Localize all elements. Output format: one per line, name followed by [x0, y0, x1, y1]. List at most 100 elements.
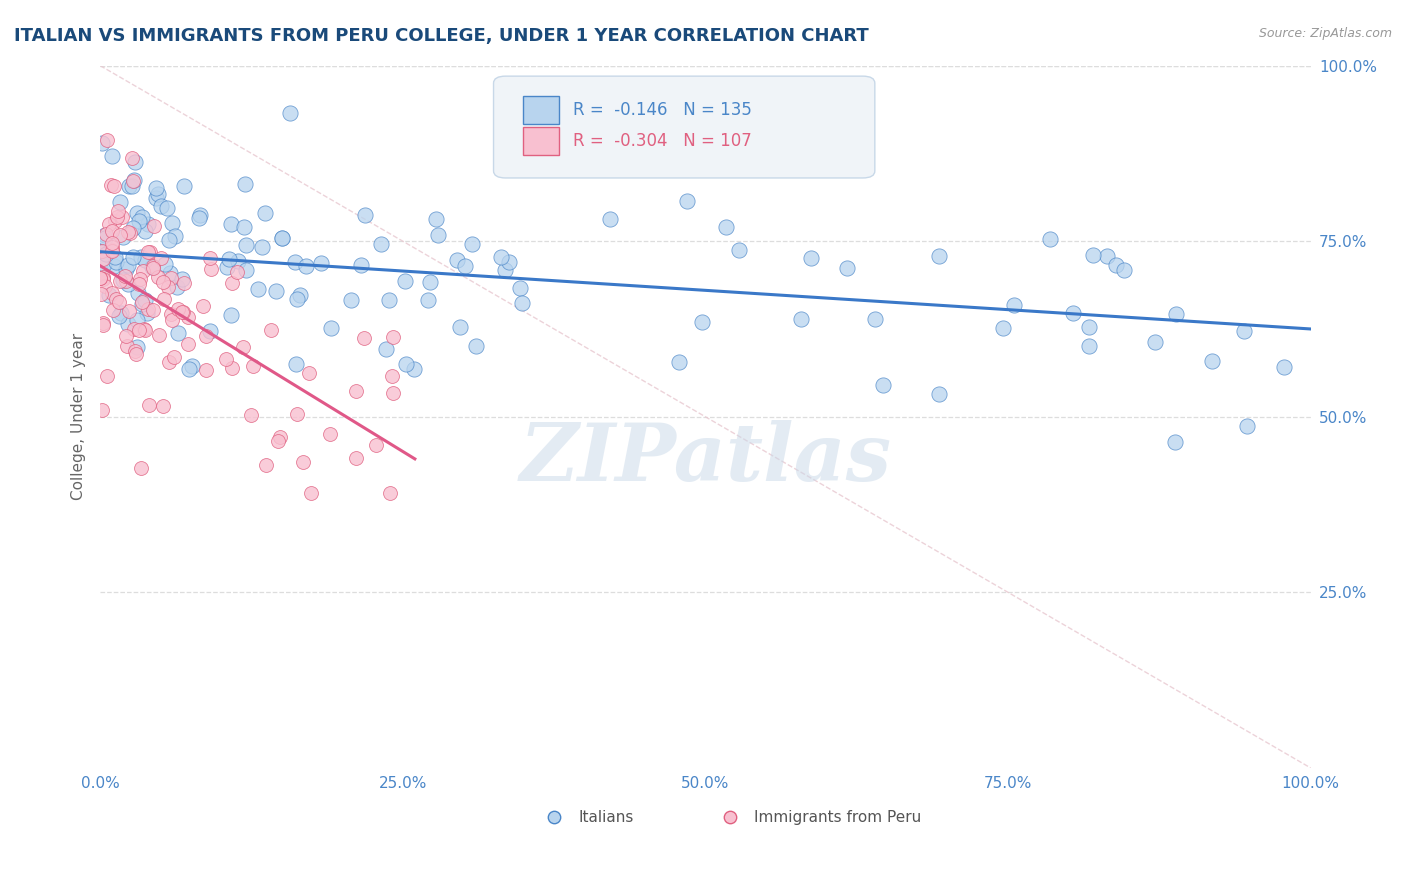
Point [285, 407, 308, 421]
Point [270, 231, 292, 245]
Text: ZIPatlas: ZIPatlas [519, 420, 891, 498]
Point [127, 286, 149, 301]
Point [100, 286, 122, 301]
Point [146, 186, 169, 201]
Point [285, 292, 308, 306]
Point [235, 263, 257, 277]
Point [96, 133, 118, 147]
Point [160, 216, 183, 230]
Point [219, 217, 242, 231]
Point [131, 297, 153, 311]
Point [284, 255, 307, 269]
Point [103, 259, 125, 273]
Point [240, 408, 263, 422]
Point [128, 214, 150, 228]
Point [101, 244, 124, 258]
Point [90, 136, 112, 150]
Point [543, 810, 565, 824]
Point [93, 252, 115, 266]
Point [226, 254, 249, 268]
Point [138, 245, 160, 260]
Point [124, 343, 146, 358]
Point [267, 434, 290, 449]
Point [132, 264, 155, 278]
Point [132, 322, 155, 336]
Point [120, 226, 142, 240]
Point [404, 362, 426, 376]
Point [1105, 258, 1128, 272]
Point [128, 323, 150, 337]
Point [418, 293, 440, 307]
Point [449, 320, 471, 334]
Point [129, 272, 152, 286]
Point [101, 235, 124, 250]
Point [110, 306, 132, 320]
Point [425, 212, 447, 227]
Point [498, 255, 520, 269]
Point [134, 323, 156, 337]
Point [446, 253, 468, 268]
Point [278, 106, 301, 120]
Point [170, 305, 193, 319]
Point [170, 272, 193, 286]
Point [173, 179, 195, 194]
Point [143, 219, 166, 234]
Point [101, 302, 124, 317]
Point [250, 240, 273, 254]
Point [270, 231, 292, 245]
Point [173, 276, 195, 290]
Point [131, 294, 153, 309]
Point [157, 355, 180, 369]
Point [232, 220, 254, 235]
Point [150, 199, 173, 213]
Point [153, 292, 176, 306]
Point [494, 262, 516, 277]
Point [160, 313, 183, 327]
Point [139, 244, 162, 259]
Point [1272, 359, 1295, 374]
Point [128, 277, 150, 291]
Point [96, 227, 118, 241]
Point [177, 362, 200, 376]
Point [246, 282, 269, 296]
Point [91, 316, 114, 330]
Point [426, 227, 449, 242]
Point [157, 233, 180, 247]
Point [668, 355, 690, 369]
Point [800, 252, 823, 266]
Point [111, 230, 134, 244]
Point [145, 181, 167, 195]
Text: R =  -0.146   N = 135: R = -0.146 N = 135 [574, 101, 752, 119]
Point [191, 299, 214, 313]
Point [152, 399, 174, 413]
Point [110, 227, 132, 242]
Point [138, 399, 160, 413]
Bar [523, 127, 560, 155]
Point [180, 359, 202, 373]
Point [121, 251, 143, 265]
Point [122, 322, 145, 336]
Point [117, 258, 139, 272]
Point [381, 386, 404, 401]
Point [90, 402, 112, 417]
Point [354, 208, 377, 222]
Point [1201, 353, 1223, 368]
Point [163, 350, 186, 364]
Point [375, 342, 398, 356]
Point [319, 426, 342, 441]
Point [125, 205, 148, 219]
Point [93, 278, 115, 293]
Point [89, 244, 111, 258]
Point [103, 178, 125, 193]
Text: Italians: Italians [578, 810, 634, 824]
Point [188, 208, 211, 222]
Point [166, 301, 188, 316]
Point [718, 810, 741, 824]
Point [127, 313, 149, 327]
Point [156, 279, 179, 293]
Point [148, 327, 170, 342]
Point [115, 339, 138, 353]
Point [156, 202, 179, 216]
Point [344, 384, 367, 399]
FancyBboxPatch shape [494, 76, 875, 178]
